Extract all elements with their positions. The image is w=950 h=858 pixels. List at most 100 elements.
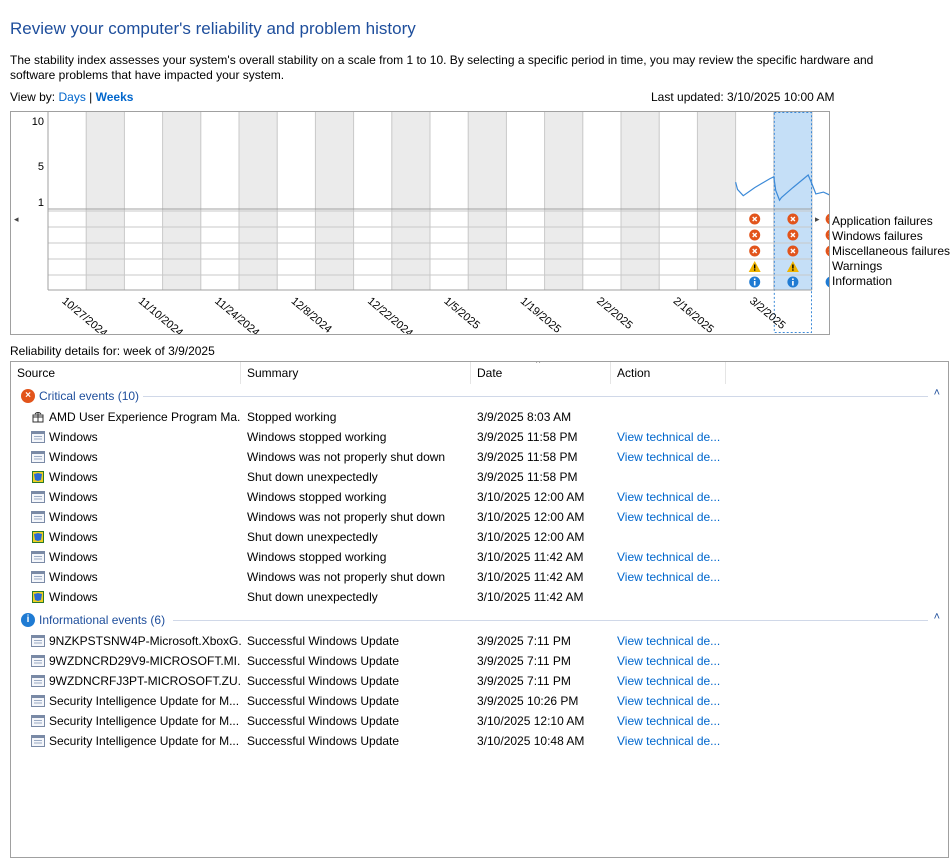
- source-text: Windows: [49, 510, 98, 524]
- table-row[interactable]: Windows Windows stopped working 3/10/2025 …: [11, 547, 948, 567]
- source-text: 9WZDNCRFJ3PT-MICROSOFT.ZU...: [49, 674, 241, 688]
- window-icon: [31, 429, 45, 443]
- info-marker-icon[interactable]: [825, 276, 829, 288]
- table-row[interactable]: Windows Windows stopped working 3/10/2025 …: [11, 487, 948, 507]
- chart-column[interactable]: [697, 112, 736, 290]
- source-cell: Windows: [31, 587, 241, 607]
- legend-windows-failures: Windows failures: [832, 229, 923, 243]
- table-row[interactable]: Windows Windows was not properly shut dow…: [11, 507, 948, 527]
- view-by-weeks-link[interactable]: Weeks: [95, 90, 134, 104]
- source-text: Windows: [49, 590, 98, 604]
- chart-scroll-left-button[interactable]: ◂: [14, 214, 19, 224]
- source-text: 9WZDNCRD29V9-MICROSOFT.MI...: [49, 654, 241, 668]
- x-tick-label: 1/19/2025: [518, 295, 563, 334]
- table-row[interactable]: Security Intelligence Update for M... Suc…: [11, 691, 948, 711]
- table-row[interactable]: 9NZKPSTSNW4P-Microsoft.XboxG... Successfu…: [11, 631, 948, 651]
- chart-column[interactable]: [544, 112, 583, 290]
- critical-marker-cross: [752, 232, 758, 238]
- table-row[interactable]: Windows Windows was not properly shut dow…: [11, 567, 948, 587]
- column-header-source[interactable]: Source: [11, 362, 241, 384]
- table-row[interactable]: Windows Windows was not properly shut dow…: [11, 447, 948, 467]
- chart-column[interactable]: [582, 112, 621, 290]
- critical-marker-icon[interactable]: [825, 245, 829, 257]
- table-row[interactable]: 9WZDNCRD29V9-MICROSOFT.MI... Successful W…: [11, 651, 948, 671]
- chart-column[interactable]: [735, 112, 774, 290]
- chart-column[interactable]: [315, 112, 354, 290]
- view-technical-details-link[interactable]: View technical de...: [617, 490, 721, 504]
- critical-marker-cross: [752, 248, 758, 254]
- last-updated: Last updated: 3/10/2025 10:00 AM: [651, 90, 835, 104]
- table-row[interactable]: Windows Shut down unexpectedly 3/10/2025 1…: [11, 527, 948, 547]
- window-icon: [31, 633, 45, 647]
- view-technical-details-link[interactable]: View technical de...: [617, 714, 721, 728]
- critical-events-label: Critical events (10): [39, 389, 140, 403]
- collapse-informational-icon[interactable]: ˄: [933, 611, 940, 623]
- x-tick-label: 3/2/2025: [747, 295, 788, 332]
- x-tick-label: 11/10/2024: [136, 295, 185, 334]
- column-header-action[interactable]: Action: [611, 362, 726, 384]
- view-technical-details-link[interactable]: View technical de...: [617, 734, 721, 748]
- sort-ascending-icon: ^: [536, 361, 541, 368]
- chart-column[interactable]: [48, 112, 87, 290]
- chart-column[interactable]: [239, 112, 278, 290]
- stability-chart-svg[interactable]: 10 5 1 10/27/2024 11/10/2024 11/24/2024 12/8/2…: [11, 112, 829, 334]
- chart-column[interactable]: [277, 112, 316, 290]
- chart-column[interactable]: [162, 112, 201, 290]
- view-technical-details-link[interactable]: View technical de...: [617, 430, 721, 444]
- view-technical-details-link[interactable]: View technical de...: [617, 570, 721, 584]
- source-cell: 9NZKPSTSNW4P-Microsoft.XboxG...: [31, 631, 241, 651]
- view-technical-details-link[interactable]: View technical de...: [617, 674, 721, 688]
- column-header-date[interactable]: Date: [471, 362, 611, 384]
- view-technical-details-link[interactable]: View technical de...: [617, 654, 721, 668]
- info-marker-stem: [753, 281, 756, 286]
- informational-events-group[interactable]: i Informational events (6) ˄: [11, 610, 948, 630]
- table-row[interactable]: Windows Shut down unexpectedly 3/10/2025 1…: [11, 587, 948, 607]
- summary-cell: Windows stopped working: [247, 490, 387, 504]
- chart-column[interactable]: [621, 112, 660, 290]
- chart-column[interactable]: [430, 112, 469, 290]
- page-description: The stability index assesses your system…: [10, 53, 874, 82]
- chart-column[interactable]: [391, 112, 430, 290]
- chart-column[interactable]: [86, 112, 125, 290]
- critical-marker-icon[interactable]: [825, 229, 829, 241]
- column-header-summary[interactable]: Summary: [241, 362, 471, 384]
- source-cell: Windows: [31, 427, 241, 447]
- chart-column[interactable]: [200, 112, 239, 290]
- table-row[interactable]: Windows Shut down unexpectedly 3/9/2025 11…: [11, 467, 948, 487]
- summary-cell: Successful Windows Update: [247, 694, 400, 708]
- chart-column[interactable]: [659, 112, 698, 290]
- table-row[interactable]: Windows Windows stopped working 3/9/2025 1…: [11, 427, 948, 447]
- table-row[interactable]: AMD User Experience Program Ma... Stopped…: [11, 407, 948, 427]
- view-technical-details-link[interactable]: View technical de...: [617, 550, 721, 564]
- view-technical-details-link[interactable]: View technical de...: [617, 450, 721, 464]
- chart-column[interactable]: [124, 112, 163, 290]
- source-cell: Security Intelligence Update for M...: [31, 731, 241, 751]
- chart-column[interactable]: [353, 112, 392, 290]
- table-row[interactable]: Security Intelligence Update for M... Suc…: [11, 711, 948, 731]
- chart-column[interactable]: [506, 112, 545, 290]
- chart-scroll-right-button[interactable]: ▸: [815, 214, 820, 224]
- stability-chart[interactable]: 10 5 1 10/27/2024 11/10/2024 11/24/2024 12/8/2…: [10, 111, 830, 335]
- chart-column[interactable]: [773, 112, 812, 290]
- chart-column[interactable]: [468, 112, 507, 290]
- table-row[interactable]: 9WZDNCRFJ3PT-MICROSOFT.ZU... Successful W…: [11, 671, 948, 691]
- critical-events-group[interactable]: × Critical events (10) ˄: [11, 386, 948, 406]
- source-cell: Windows: [31, 467, 241, 487]
- window-icon: [31, 713, 45, 727]
- view-by-days-link[interactable]: Days: [58, 90, 86, 104]
- date-cell: 3/10/2025 12:00 AM: [477, 510, 585, 524]
- collapse-critical-icon[interactable]: ˄: [933, 387, 940, 399]
- source-cell: Windows: [31, 507, 241, 527]
- view-technical-details-link[interactable]: View technical de...: [617, 510, 721, 524]
- critical-marker-cross: [790, 232, 796, 238]
- view-technical-details-link[interactable]: View technical de...: [617, 694, 721, 708]
- view-technical-details-link[interactable]: View technical de...: [617, 634, 721, 648]
- table-row[interactable]: Security Intelligence Update for M... Suc…: [11, 731, 948, 751]
- source-text: Windows: [49, 570, 98, 584]
- critical-marker-icon[interactable]: [825, 213, 829, 225]
- window-icon: [31, 449, 45, 463]
- y-tick-label: 1: [38, 197, 44, 209]
- gift-icon: [31, 409, 45, 423]
- date-cell: 3/9/2025 10:26 PM: [477, 694, 579, 708]
- summary-cell: Windows was not properly shut down: [247, 510, 446, 524]
